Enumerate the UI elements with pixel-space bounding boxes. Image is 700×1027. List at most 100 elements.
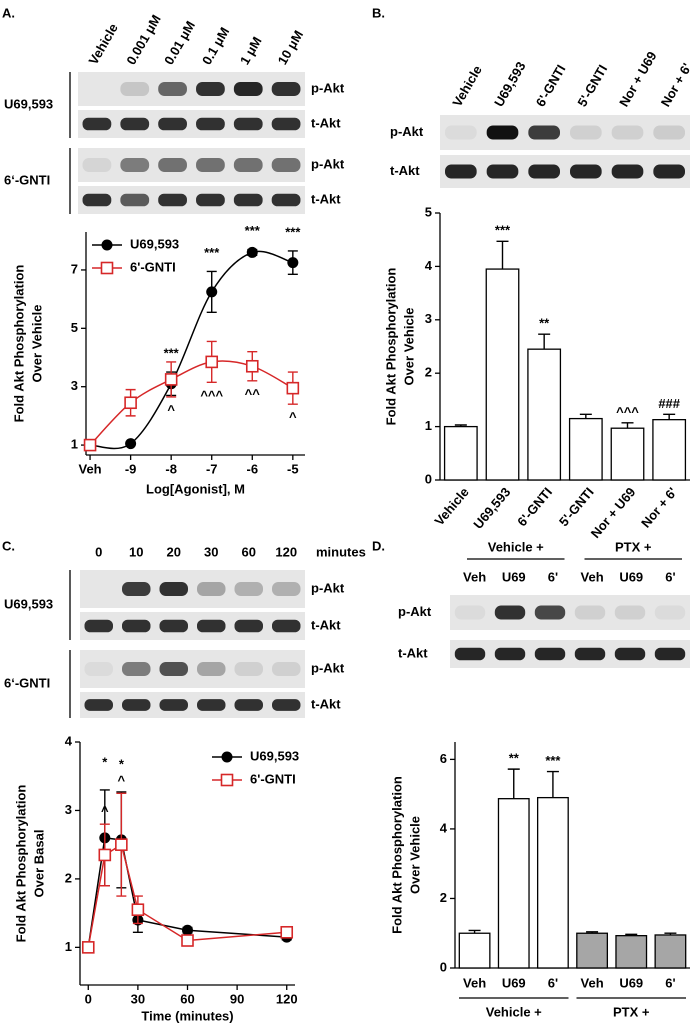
series-line [87, 843, 287, 948]
blot-band [196, 193, 225, 207]
data-point [181, 934, 194, 947]
x-tick-label: Vehicle [431, 484, 471, 528]
lane-label: 6'-GNTI [533, 62, 569, 109]
blot-band [196, 158, 225, 172]
data-point [131, 903, 145, 917]
data-point [287, 257, 299, 269]
row-label: p-Akt [398, 604, 432, 619]
lane-label: Nor + U69 [616, 49, 660, 109]
y-tick-label: 0 [425, 471, 432, 486]
y-axis-label: Fold Akt Phosphorylation [11, 265, 26, 423]
bar [527, 348, 562, 481]
y-tick-label: 4 [440, 820, 448, 835]
data-point [245, 359, 259, 373]
lane-label: Nor + 6' [658, 61, 695, 110]
lane-label: 0.01 μM [161, 18, 198, 67]
data-point [98, 848, 112, 862]
blot-band [494, 605, 526, 620]
row-label: p-Akt [311, 580, 345, 595]
x-tick-label: 60 [180, 991, 194, 1006]
row-label: t-Akt [390, 163, 420, 178]
blot-band [454, 605, 486, 620]
x-tick-label: Veh [581, 975, 604, 990]
group-label: 6‘-GNTI [4, 172, 50, 187]
data-point [164, 373, 178, 386]
blot-band [84, 619, 113, 633]
x-tick-label: -5 [287, 461, 299, 476]
lane-label: 0.1 μM [199, 25, 232, 68]
row-label: t-Akt [311, 696, 341, 711]
blot-band [272, 699, 301, 711]
blot-strip [78, 148, 305, 182]
blot-band [197, 699, 226, 711]
panel-letter: B. [372, 5, 385, 20]
error-bar [538, 333, 551, 350]
x-tick-label: U69 [619, 975, 643, 990]
data-point [81, 941, 95, 954]
significance-label: *** [204, 245, 220, 260]
error-bar [663, 413, 676, 420]
lane-label: 1 μM [237, 34, 265, 67]
blot-band [233, 82, 263, 96]
legend-label: U69,593 [250, 748, 299, 763]
blot-band [611, 125, 644, 140]
y-tick-label: 6 [440, 751, 447, 766]
blot-band [654, 647, 686, 661]
significance-label: *** [495, 223, 511, 238]
blot-band [272, 619, 301, 633]
lane-label: 6' [548, 569, 558, 584]
y-tick-label: 1 [425, 418, 432, 433]
series-line [90, 250, 294, 450]
panel-letter: A. [2, 5, 15, 20]
row-label: t-Akt [311, 617, 341, 632]
blot-band [233, 158, 263, 172]
significance-label: *** [245, 223, 261, 238]
y-tick-label: 5 [71, 320, 78, 335]
x-tick-label: 0 [85, 991, 92, 1006]
group-header: PTX + [615, 539, 652, 554]
significance-label: ^^ [245, 386, 261, 401]
lane-label: U69,593 [491, 59, 529, 109]
data-point [206, 286, 218, 298]
blot-band [122, 619, 151, 633]
y-axis-label: Fold Akt Phosphorylation [389, 776, 404, 934]
blot-band [272, 662, 301, 676]
significance-label: *** [545, 753, 561, 768]
error-bar [546, 770, 559, 798]
significance-label: *** [285, 224, 301, 239]
blot-band [234, 582, 263, 596]
x-tick-label: 30 [131, 991, 145, 1006]
blot-band [122, 582, 151, 596]
group-label: U69,593 [4, 596, 53, 611]
blot-band [614, 647, 646, 661]
row-label: p-Akt [311, 156, 345, 171]
y-axis-label: Over Vehicle [407, 816, 422, 894]
blot-band [614, 605, 646, 620]
blot-band [611, 164, 644, 179]
x-tick-label: 90 [230, 991, 244, 1006]
blot-strip [80, 612, 305, 640]
lane-label: U69 [619, 569, 643, 584]
x-tick-label: 6' [665, 975, 675, 990]
lane-label: 5'-GNTI [574, 62, 610, 109]
blot-strip [78, 110, 305, 138]
blot-band [271, 158, 301, 172]
blot-band [197, 582, 226, 596]
blot-band [120, 193, 150, 207]
significance-label: ** [539, 316, 550, 331]
lane-label: Vehicle [449, 63, 484, 109]
row-label: t-Akt [398, 645, 428, 660]
significance-label: * [102, 754, 108, 769]
blot-band [271, 193, 301, 207]
significance-label: ^ [167, 402, 175, 417]
y-tick-label: 4 [65, 733, 73, 748]
lane-label: Veh [463, 569, 486, 584]
x-tick-label: -7 [206, 461, 218, 476]
significance-label: ^^^ [200, 388, 223, 403]
y-tick-label: 1 [71, 437, 78, 452]
blot-strip [80, 692, 305, 718]
y-tick-label: 7 [71, 261, 78, 276]
blot-band [196, 117, 225, 131]
blot-band [528, 164, 560, 179]
